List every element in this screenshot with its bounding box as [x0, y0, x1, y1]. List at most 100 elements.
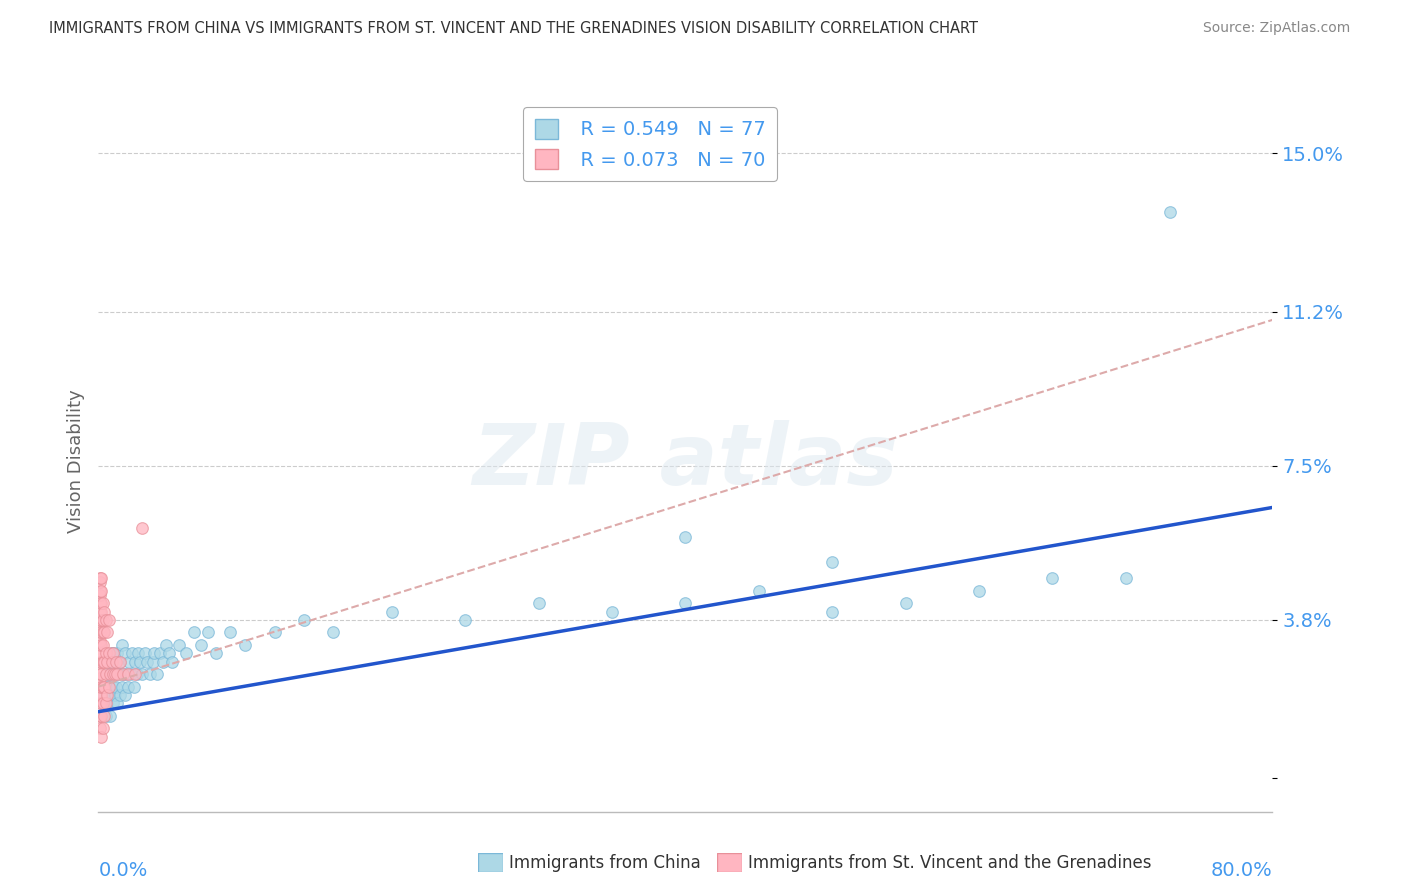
Point — [100, 646, 122, 660]
Point — [91, 613, 114, 627]
Point — [675, 596, 697, 610]
Point — [110, 688, 132, 702]
Point — [91, 680, 114, 694]
Point — [98, 667, 121, 681]
Point — [1040, 571, 1063, 585]
Point — [89, 633, 111, 648]
Point — [89, 688, 111, 702]
Point — [96, 667, 118, 681]
Point — [90, 730, 112, 744]
Point — [90, 667, 112, 681]
Point — [89, 655, 111, 669]
Point — [135, 655, 157, 669]
Point — [821, 555, 844, 569]
Point — [149, 646, 172, 660]
Point — [114, 646, 136, 660]
Point — [96, 697, 118, 711]
Point — [183, 625, 205, 640]
Point — [94, 680, 117, 694]
Point — [89, 625, 111, 640]
Point — [139, 667, 162, 681]
Point — [90, 709, 112, 723]
Point — [97, 688, 120, 702]
Point — [96, 625, 118, 640]
Point — [89, 621, 111, 635]
Point — [98, 667, 121, 681]
Point — [89, 575, 111, 590]
Point — [894, 596, 917, 610]
Point — [120, 667, 142, 681]
Point — [1159, 204, 1181, 219]
Point — [89, 709, 111, 723]
Point — [233, 638, 256, 652]
Point — [94, 667, 117, 681]
Point — [96, 655, 118, 669]
Point — [190, 638, 212, 652]
Point — [134, 646, 156, 660]
Point — [527, 596, 550, 610]
Point — [322, 625, 344, 640]
Point — [219, 625, 242, 640]
Point — [205, 646, 228, 660]
Point — [91, 722, 114, 736]
Point — [94, 709, 117, 723]
Point — [89, 667, 111, 681]
Point — [90, 583, 112, 598]
Point — [111, 680, 134, 694]
Point — [89, 680, 111, 694]
Text: Immigrants from China: Immigrants from China — [509, 854, 700, 871]
Point — [97, 646, 120, 660]
Point — [107, 646, 129, 660]
Text: Source: ZipAtlas.com: Source: ZipAtlas.com — [1202, 21, 1350, 35]
Point — [101, 697, 124, 711]
Point — [125, 667, 148, 681]
Point — [821, 605, 844, 619]
Point — [89, 605, 111, 619]
Point — [600, 605, 623, 619]
Point — [110, 655, 132, 669]
Point — [101, 646, 124, 660]
Point — [94, 613, 117, 627]
Point — [89, 638, 111, 652]
Legend:   R = 0.549   N = 77,   R = 0.073   N = 70: R = 0.549 N = 77, R = 0.073 N = 70 — [523, 107, 778, 181]
Text: ZIP atlas: ZIP atlas — [472, 420, 898, 503]
Point — [101, 667, 124, 681]
Point — [91, 655, 114, 669]
Point — [94, 697, 117, 711]
Point — [157, 646, 180, 660]
Point — [131, 521, 153, 535]
Point — [89, 671, 111, 685]
Text: IMMIGRANTS FROM CHINA VS IMMIGRANTS FROM ST. VINCENT AND THE GRENADINES VISION D: IMMIGRANTS FROM CHINA VS IMMIGRANTS FROM… — [49, 21, 979, 36]
Point — [103, 667, 125, 681]
Point — [110, 655, 132, 669]
Point — [90, 571, 112, 585]
Point — [100, 688, 122, 702]
Point — [118, 655, 141, 669]
Point — [117, 680, 139, 694]
Point — [91, 596, 114, 610]
Point — [89, 583, 111, 598]
Point — [90, 613, 112, 627]
Point — [103, 667, 125, 681]
Point — [111, 638, 134, 652]
Point — [90, 655, 112, 669]
Point — [91, 688, 114, 702]
Text: 0.0%: 0.0% — [98, 861, 148, 880]
Point — [90, 625, 112, 640]
Text: 80.0%: 80.0% — [1211, 861, 1272, 880]
Point — [93, 680, 115, 694]
Point — [97, 680, 120, 694]
Point — [93, 655, 115, 669]
Point — [101, 646, 124, 660]
Point — [91, 625, 114, 640]
Point — [89, 588, 111, 602]
Point — [176, 646, 198, 660]
Point — [90, 596, 112, 610]
Point — [155, 638, 177, 652]
Point — [146, 667, 169, 681]
Point — [128, 655, 150, 669]
Point — [124, 655, 146, 669]
Point — [114, 688, 136, 702]
Point — [112, 667, 135, 681]
Point — [89, 596, 111, 610]
